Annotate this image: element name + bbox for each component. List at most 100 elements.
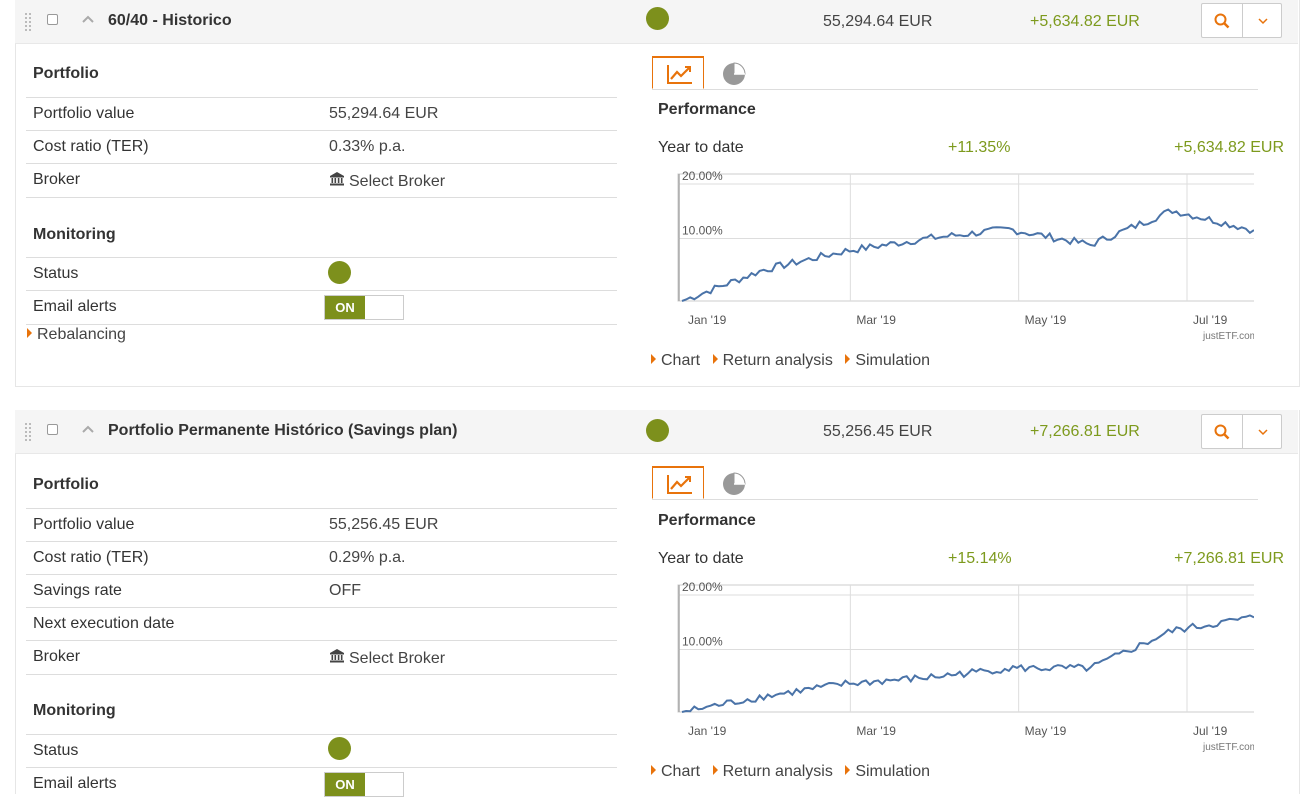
ytd-absolute: +5,634.82 EUR	[1174, 139, 1284, 156]
chart-tabs	[652, 466, 1258, 500]
select-checkbox[interactable]	[47, 14, 58, 25]
chart-links: Chart Return analysis Simulation	[651, 352, 938, 370]
caret-right-icon	[712, 354, 718, 364]
select-checkbox[interactable]	[47, 424, 58, 435]
ytd-absolute: +7,266.81 EUR	[1174, 550, 1284, 567]
caret-right-icon	[712, 765, 718, 775]
x-tick-label: Jul '19	[1193, 724, 1228, 738]
y-tick-label: 10.00%	[682, 635, 723, 649]
chart-tabs	[652, 56, 1258, 90]
ytd-label: Year to date	[658, 139, 744, 156]
toggle-on-label: ON	[325, 773, 365, 796]
x-tick-label: Jan '19	[688, 313, 727, 327]
x-tick-label: Jan '19	[688, 724, 727, 738]
row-label: Cost ratio (TER)	[33, 549, 149, 566]
simulation-label: Simulation	[855, 352, 931, 369]
chart-link[interactable]: Chart	[651, 763, 700, 780]
rebalancing-link[interactable]: Rebalancing	[27, 326, 126, 344]
select-broker-link[interactable]: Select Broker	[329, 648, 445, 668]
header-value: 55,256.45 EUR	[823, 423, 933, 440]
caret-right-icon	[845, 765, 851, 775]
y-tick-label: 20.00%	[682, 580, 723, 594]
performance-chart-svg: 20.00% 10.00% Jan '19 Mar '19 May '19 Jul '19…	[677, 169, 1263, 342]
broker-label: Select Broker	[349, 650, 446, 667]
table-row: Status	[26, 734, 617, 768]
portfolio-header: Portfolio Permanente Histórico (Savings …	[15, 410, 1298, 454]
performance-chart: 20.00% 10.00% Jan '19 Mar '19 May '19 Jul '19…	[662, 168, 1263, 343]
dropdown-button[interactable]	[1243, 4, 1283, 37]
chart-link[interactable]: Chart	[651, 352, 700, 369]
email-alerts-label: Email alerts	[33, 775, 117, 792]
status-dot	[646, 7, 669, 30]
ytd-percent: +15.14%	[948, 550, 1012, 567]
drag-handle-icon[interactable]	[25, 423, 33, 441]
performance-title: Performance	[658, 101, 756, 118]
chart-links: Chart Return analysis Simulation	[651, 763, 938, 781]
header-gain: +7,266.81 EUR	[1030, 423, 1140, 440]
toggle-on-label: ON	[325, 296, 365, 319]
tab-allocation-chart[interactable]	[718, 466, 748, 499]
table-row: Broker Select Broker	[26, 163, 617, 198]
ytd-percent: +11.35%	[948, 139, 1011, 156]
simulation-link[interactable]: Simulation	[845, 763, 930, 780]
chevron-down-icon	[1258, 17, 1268, 24]
watermark: justETF.com	[1202, 331, 1254, 342]
performance-chart: 20.00% 10.00% Jan '19 Mar '19 May '19 Jul '19…	[662, 579, 1263, 754]
portfolio-name[interactable]: Portfolio Permanente Histórico (Savings …	[108, 422, 458, 439]
caret-right-icon	[845, 354, 851, 364]
row-label: Broker	[33, 648, 81, 665]
search-button[interactable]	[1202, 4, 1243, 37]
watermark: justETF.com	[1202, 742, 1254, 753]
caret-right-icon	[651, 765, 656, 775]
row-label: Next execution date	[33, 615, 175, 632]
row-value: 55,256.45 EUR	[329, 516, 439, 533]
status-dot	[328, 737, 351, 760]
drag-handle-icon[interactable]	[25, 13, 33, 31]
row-value: 0.33% p.a.	[329, 138, 406, 155]
collapse-icon[interactable]	[81, 422, 94, 433]
status-label: Status	[33, 265, 79, 282]
tab-performance-chart[interactable]	[652, 466, 704, 499]
email-alerts-toggle[interactable]: ON	[324, 772, 404, 797]
caret-right-icon	[27, 328, 32, 338]
series-line	[681, 208, 1255, 302]
dropdown-button[interactable]	[1243, 415, 1283, 448]
return-analysis-link[interactable]: Return analysis	[712, 352, 833, 369]
chart-link-label: Chart	[661, 763, 701, 780]
status-label: Status	[33, 742, 79, 759]
header-actions	[1201, 414, 1282, 449]
chart-link-label: Chart	[661, 352, 701, 369]
search-icon	[1214, 424, 1230, 439]
tab-performance-chart[interactable]	[652, 56, 704, 89]
search-button[interactable]	[1202, 415, 1243, 448]
tab-allocation-chart[interactable]	[718, 56, 748, 89]
collapse-icon[interactable]	[81, 12, 94, 23]
table-row: Broker Select Broker	[26, 640, 617, 675]
pie-chart-icon	[723, 472, 746, 495]
header-gain: +5,634.82 EUR	[1030, 13, 1140, 30]
email-alerts-toggle[interactable]: ON	[324, 295, 404, 320]
status-dot	[328, 261, 351, 284]
line-chart-icon	[667, 475, 692, 494]
return-analysis-label: Return analysis	[722, 763, 833, 780]
table-row: Savings rate OFF	[26, 574, 617, 608]
table-row: Cost ratio (TER) 0.29% p.a.	[26, 541, 617, 575]
series-line	[681, 614, 1255, 713]
table-row: Status	[26, 257, 617, 291]
table-row: Next execution date	[26, 607, 617, 641]
return-analysis-link[interactable]: Return analysis	[712, 763, 833, 780]
simulation-link[interactable]: Simulation	[845, 352, 930, 369]
simulation-label: Simulation	[855, 763, 931, 780]
pie-chart-icon	[723, 62, 746, 85]
y-tick-label: 20.00%	[682, 169, 723, 183]
caret-right-icon	[651, 354, 656, 364]
email-alerts-label: Email alerts	[33, 298, 117, 315]
table-row: Portfolio value 55,294.64 EUR	[26, 97, 617, 131]
x-tick-label: Mar '19	[856, 724, 896, 738]
rebalancing-label: Rebalancing	[37, 326, 126, 343]
row-value: OFF	[329, 582, 361, 599]
row-value: 0.29% p.a.	[329, 549, 406, 566]
x-tick-label: Jul '19	[1193, 313, 1228, 327]
portfolio-name[interactable]: 60/40 - Historico	[108, 12, 232, 29]
select-broker-link[interactable]: Select Broker	[329, 171, 445, 191]
